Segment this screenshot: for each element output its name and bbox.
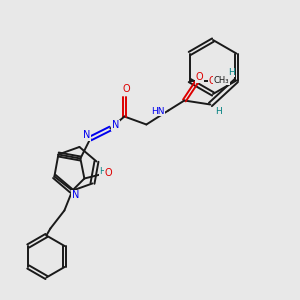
Text: HN: HN [151,107,164,116]
Text: N: N [72,190,79,200]
Text: N: N [112,121,119,130]
Text: O: O [123,85,130,94]
Text: O: O [105,167,112,178]
Text: H: H [228,68,235,77]
Text: O: O [196,73,203,82]
Text: N: N [83,130,90,140]
Text: H: H [215,107,222,116]
Text: O: O [209,76,216,85]
Text: CH₃: CH₃ [214,76,230,85]
Text: H: H [99,167,106,176]
